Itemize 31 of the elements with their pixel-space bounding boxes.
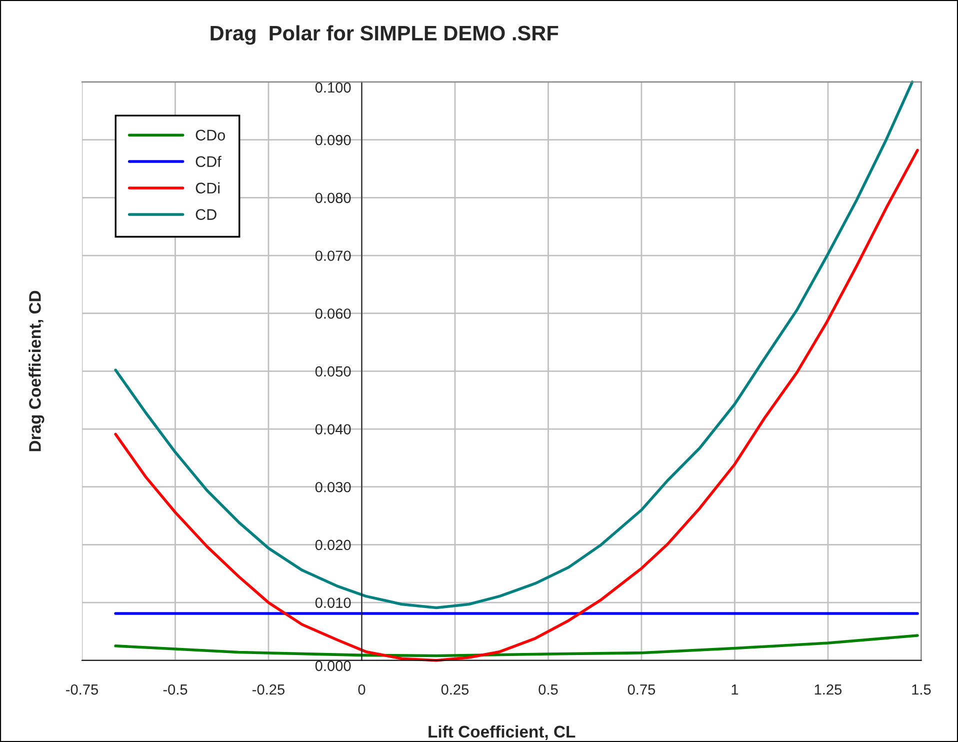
x-tick-label: -0.25: [252, 684, 285, 695]
x-tick-label: 1.25: [814, 684, 842, 695]
x-tick-label: 0.25: [441, 684, 469, 695]
y-tick-label: 0.000: [315, 660, 351, 672]
y-tick-label: 0.080: [315, 192, 351, 204]
legend-label: CD: [196, 209, 216, 220]
x-tick-label: 0.75: [628, 684, 656, 695]
x-axis-title: Lift Coefficient, CL: [428, 725, 576, 740]
y-tick-label: 0.010: [315, 598, 351, 608]
x-tick-label: 1: [732, 684, 738, 695]
y-tick-label: 0.040: [315, 424, 351, 434]
x-tick-label: 0.5: [538, 684, 558, 695]
y-tick-label: 0.020: [315, 540, 351, 550]
y-tick-label: 0.050: [315, 366, 351, 377]
y-tick-label: 0.030: [315, 482, 351, 492]
y-axis-title: Drag Coefficient, CD: [28, 290, 44, 452]
chart-title: Drag Polar for SIMPLE DEMO .SRF: [210, 25, 558, 45]
legend-label: CDo: [196, 130, 225, 141]
line-series: [114, 148, 919, 662]
y-tick-label: 0.090: [315, 134, 351, 146]
y-tick-label: 0.060: [315, 308, 351, 319]
line-series: [114, 634, 919, 658]
legend-label: CDf: [196, 156, 222, 168]
x-tick-label: -0.75: [66, 684, 98, 695]
y-tick-label: 0.070: [315, 250, 351, 261]
line-series: [114, 80, 914, 610]
y-tick-label: 0.100: [315, 82, 351, 93]
x-tick-label: 1.5: [912, 684, 931, 695]
x-tick-label: 0: [358, 684, 366, 695]
x-tick-label: -0.5: [163, 684, 188, 695]
legend-label: CDi: [196, 182, 220, 194]
